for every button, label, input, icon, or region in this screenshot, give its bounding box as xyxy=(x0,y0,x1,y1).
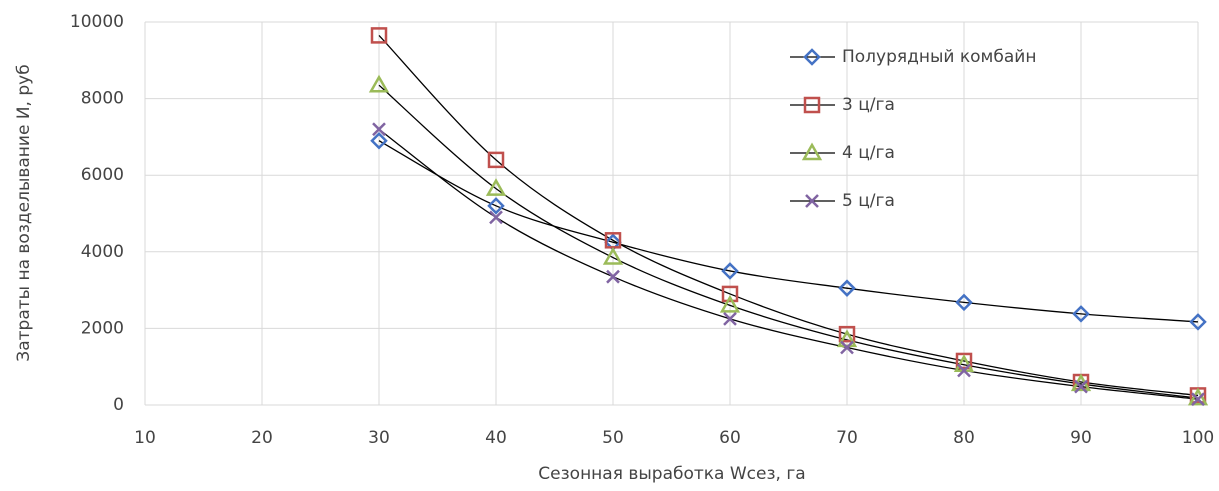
legend-label: 3 ц/га xyxy=(842,95,895,115)
marker xyxy=(485,178,507,196)
y-tick-label: 4000 xyxy=(81,242,124,262)
marker xyxy=(370,27,388,44)
y-tick-label: 8000 xyxy=(81,89,124,109)
y-axis-title: Затраты на возделывание И, руб xyxy=(14,64,34,361)
marker xyxy=(955,293,973,312)
y-tick-label: 0 xyxy=(113,395,124,415)
marker xyxy=(721,262,739,280)
marker xyxy=(1189,313,1207,331)
marker xyxy=(487,151,505,169)
x-tick-label: 90 xyxy=(1070,428,1092,448)
marker xyxy=(370,131,388,150)
marker xyxy=(838,279,856,297)
marker xyxy=(1074,379,1088,394)
series-line xyxy=(378,128,1199,400)
x-tick-label: 60 xyxy=(719,428,741,448)
marker xyxy=(602,247,624,265)
x-tick-label: 30 xyxy=(368,428,390,448)
marker xyxy=(1191,392,1205,407)
x-tick-label: 80 xyxy=(953,428,975,448)
legend-marker xyxy=(803,48,821,66)
marker xyxy=(368,74,390,93)
marker xyxy=(487,197,505,215)
marker xyxy=(1187,387,1209,406)
legend-marker xyxy=(803,96,821,114)
legend-marker xyxy=(805,194,819,208)
marker xyxy=(957,363,971,378)
legend-label: Полурядный комбайн xyxy=(842,47,1036,67)
x-tick-label: 40 xyxy=(485,428,507,448)
marker xyxy=(1072,305,1090,323)
x-tick-label: 50 xyxy=(602,428,624,448)
marker xyxy=(723,311,737,326)
marker xyxy=(606,269,620,284)
marker xyxy=(721,285,739,303)
marker xyxy=(840,340,854,355)
x-tick-label: 10 xyxy=(134,428,156,448)
marker xyxy=(838,325,856,343)
series-line xyxy=(378,34,1199,397)
marker xyxy=(372,122,386,137)
series-line xyxy=(378,84,1199,399)
legend-label: 4 ц/га xyxy=(842,143,895,163)
legend-label: 5 ц/га xyxy=(842,191,895,211)
y-tick-label: 10000 xyxy=(70,12,124,32)
marker xyxy=(719,294,741,313)
x-tick-label: 100 xyxy=(1182,428,1214,448)
x-axis-title: Сезонная выработка Wсез, га xyxy=(538,464,805,484)
y-tick-label: 2000 xyxy=(81,318,124,338)
legend-marker xyxy=(801,142,823,161)
x-tick-label: 20 xyxy=(251,428,273,448)
marker xyxy=(955,352,973,370)
marker xyxy=(489,210,503,225)
x-tick-label: 70 xyxy=(836,428,858,448)
y-tick-label: 6000 xyxy=(81,165,124,185)
